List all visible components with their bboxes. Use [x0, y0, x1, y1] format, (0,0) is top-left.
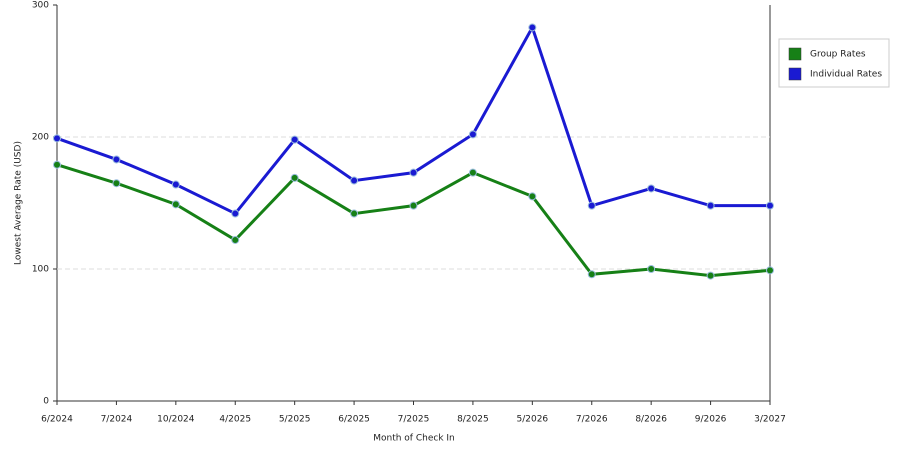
point	[706, 271, 715, 280]
series-line	[56, 163, 771, 278]
x-tick-label: 7/2026	[576, 415, 608, 425]
point	[231, 235, 240, 244]
point	[528, 23, 537, 32]
point	[53, 160, 61, 169]
point	[112, 155, 121, 164]
series-line	[56, 23, 770, 216]
point	[528, 192, 537, 201]
point	[468, 130, 477, 139]
y-tick-label: 300	[32, 1, 49, 11]
legend-swatch	[788, 47, 802, 61]
y-axis-title: Lowest Average Rate (USD)	[14, 141, 24, 265]
point	[290, 173, 299, 182]
x-tick-label: 8/2025	[457, 415, 489, 425]
point	[171, 200, 180, 209]
legend-swatch	[788, 67, 802, 81]
x-tick-label: 7/2024	[101, 415, 133, 425]
x-tick-label: 6/2025	[338, 415, 370, 425]
x-tick-label: 8/2026	[635, 415, 667, 425]
point	[766, 266, 774, 275]
x-tick-label: 4/2025	[219, 415, 251, 425]
y-tick-label: 100	[32, 265, 49, 275]
x-tick-label: 3/2027	[754, 415, 786, 425]
x-axis-title: Month of Check In	[373, 434, 455, 444]
point	[290, 135, 299, 144]
point	[171, 180, 180, 189]
point	[766, 201, 774, 210]
y-tick-label: 0	[43, 397, 49, 407]
point	[231, 209, 240, 218]
point	[647, 265, 656, 273]
x-tick-label: 9/2026	[695, 415, 727, 425]
point	[350, 176, 359, 185]
legend-label: Group Rates	[810, 50, 866, 60]
point	[587, 201, 596, 210]
point	[350, 209, 359, 218]
x-tick-label: 10/2024	[157, 415, 195, 425]
x-tick-label: 7/2025	[398, 415, 430, 425]
x-tick-label: 5/2026	[516, 415, 548, 425]
point	[409, 201, 418, 210]
x-tick-label: 5/2025	[279, 415, 311, 425]
x-tick-label: 6/2024	[41, 415, 73, 425]
point	[706, 201, 715, 210]
point	[53, 134, 61, 143]
legend-label: Individual Rates	[810, 70, 882, 80]
point	[587, 270, 596, 279]
point	[647, 184, 656, 193]
point	[468, 168, 477, 177]
point	[409, 168, 418, 177]
y-tick-label: 200	[32, 133, 49, 143]
point	[112, 179, 121, 188]
